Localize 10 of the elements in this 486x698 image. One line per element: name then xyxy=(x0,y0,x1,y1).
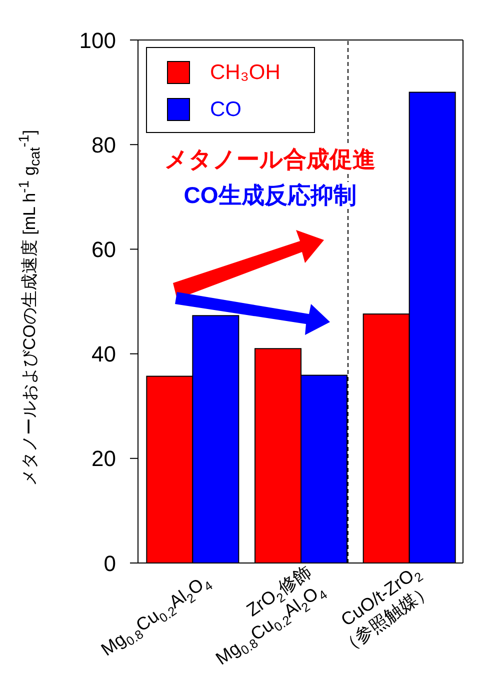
annotation: CO生成反応抑制 xyxy=(180,182,360,208)
y-tick-label: 80 xyxy=(92,132,116,158)
y-tick-label: 40 xyxy=(92,342,116,367)
y-tick-label: 20 xyxy=(92,446,116,472)
annotation: メタノール合成促進 xyxy=(162,146,378,172)
legend-label: CO xyxy=(210,98,242,122)
y-tick-label: 0 xyxy=(104,550,116,576)
legend-label: CH₃OH xyxy=(210,60,280,84)
y-tick-label: 60 xyxy=(92,237,116,262)
y-tick-label: 100 xyxy=(79,28,116,53)
